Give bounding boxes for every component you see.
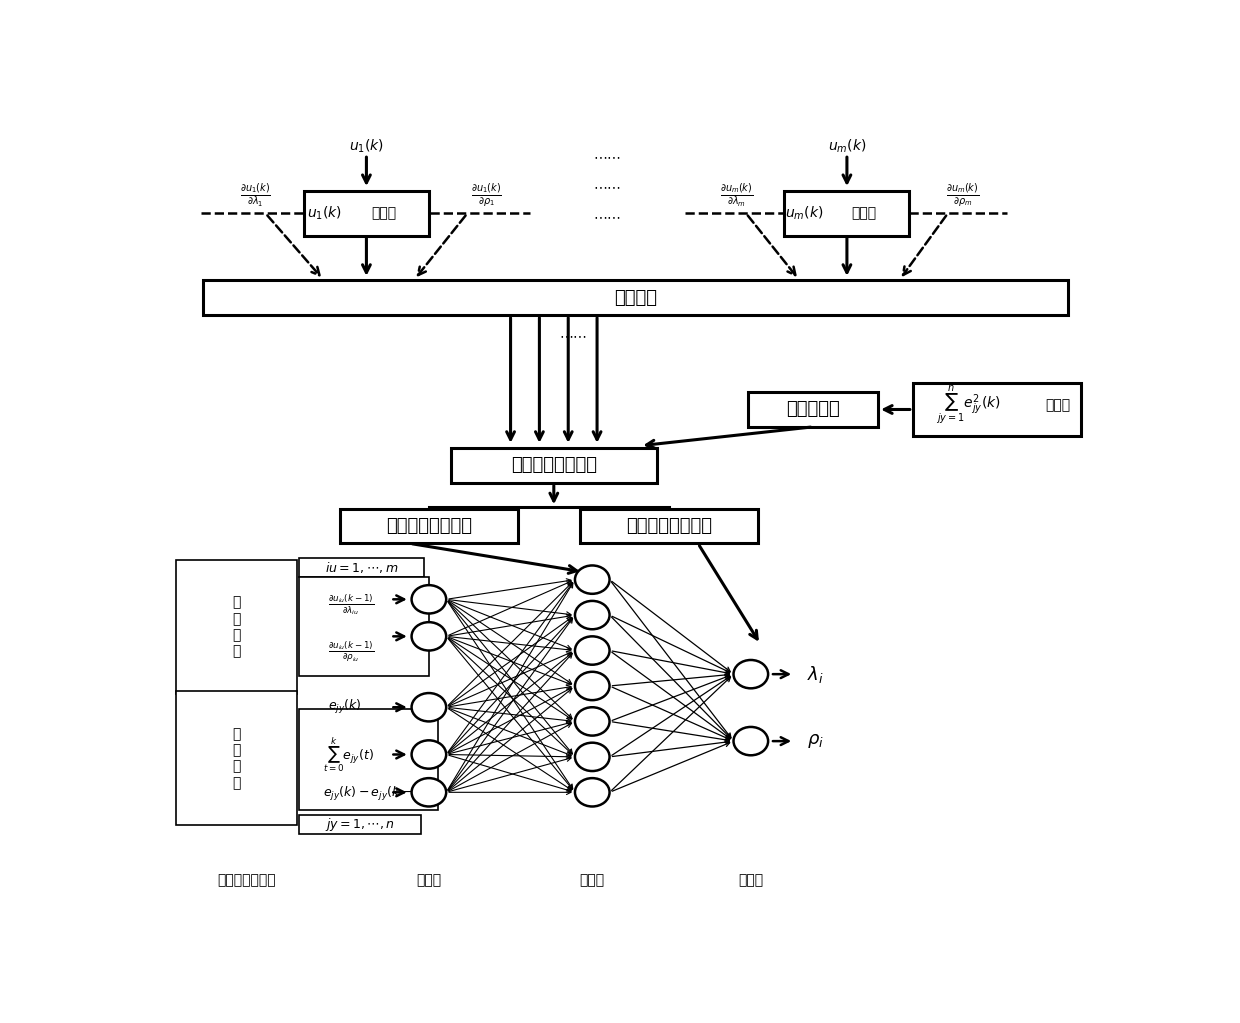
Text: $\frac{\partial u_m(k)}{\partial \lambda_m}$: $\frac{\partial u_m(k)}{\partial \lambda… [719,181,753,209]
Text: $u_m(k)$: $u_m(k)$ [828,138,866,155]
Text: $\rho_i$: $\rho_i$ [806,732,823,750]
Text: 梯度下降法: 梯度下降法 [786,400,841,418]
Circle shape [575,636,610,665]
Bar [299,709,439,809]
Text: $\cdots\cdots$: $\cdots\cdots$ [593,148,621,163]
Circle shape [575,601,610,629]
Bar [203,280,1068,315]
Circle shape [575,779,610,806]
Circle shape [575,672,610,700]
Bar [785,190,909,236]
Text: $e_{jy}(k)$: $e_{jy}(k)$ [327,699,362,716]
Circle shape [412,585,446,614]
Bar [340,508,518,543]
Bar [580,508,758,543]
Text: $\cdots\cdots$: $\cdots\cdots$ [559,328,587,343]
Circle shape [734,727,768,755]
Bar [913,383,1081,436]
Text: 输出层: 输出层 [738,874,764,888]
Text: $\frac{\partial u_1(k)}{\partial \rho_1}$: $\frac{\partial u_1(k)}{\partial \rho_1}… [471,182,502,209]
Text: 的梯度: 的梯度 [371,207,397,220]
Text: $\cdots\cdots$: $\cdots\cdots$ [593,209,621,223]
Circle shape [575,707,610,736]
Bar [299,815,422,834]
Bar [299,559,424,577]
Text: $\cdots\cdots$: $\cdots\cdots$ [593,179,621,192]
Text: $e_{jy}(k)-e_{jy}(k-1)$: $e_{jy}(k)-e_{jy}(k-1)$ [324,785,428,803]
Text: $\frac{\partial u_{iu}(k-1)}{\partial \rho_{iu}}$: $\frac{\partial u_{iu}(k-1)}{\partial \r… [327,639,374,664]
Text: $\lambda_i$: $\lambda_i$ [806,664,823,684]
Text: $\sum_{jy=1}^{n} e_{jy}^2(k)$: $\sum_{jy=1}^{n} e_{jy}^2(k)$ [936,384,1001,428]
Text: 神经网络的输入: 神经网络的输入 [217,874,275,888]
Text: $u_1(k)$: $u_1(k)$ [308,205,342,222]
Text: $u_m(k)$: $u_m(k)$ [785,205,823,222]
Text: 输入层: 输入层 [417,874,441,888]
Bar [749,392,878,427]
Bar [299,577,429,676]
Text: 梯度集合: 梯度集合 [614,288,657,307]
Circle shape [412,741,446,768]
Bar [304,190,429,236]
Circle shape [412,779,446,806]
Text: 系统误差反向传播: 系统误差反向传播 [511,456,596,475]
Text: 最小化: 最小化 [1045,399,1070,412]
Text: $\frac{\partial u_m(k)}{\partial \rho_m}$: $\frac{\partial u_m(k)}{\partial \rho_m}… [946,182,978,209]
Bar [176,560,298,694]
Bar [176,692,298,826]
Text: 更新输出层权系数: 更新输出层权系数 [626,517,712,535]
Text: 更新隐含层权系数: 更新隐含层权系数 [386,517,472,535]
Text: $jy=1,\cdots,n$: $jy=1,\cdots,n$ [325,816,394,833]
Circle shape [412,693,446,721]
Text: $u_1(k)$: $u_1(k)$ [348,138,384,155]
Circle shape [734,660,768,688]
Text: 梯
度
集
合: 梯 度 集 合 [232,595,241,658]
Text: 误
差
集
合: 误 差 集 合 [232,727,241,790]
Text: $\frac{\partial u_1(k)}{\partial \lambda_1}$: $\frac{\partial u_1(k)}{\partial \lambda… [241,181,272,209]
Bar [450,448,657,483]
Circle shape [575,566,610,593]
Text: 隐含层: 隐含层 [579,874,605,888]
Text: $\sum_{t=0}^{k} e_{jy}(t)$: $\sum_{t=0}^{k} e_{jy}(t)$ [324,735,374,774]
Circle shape [575,743,610,771]
Text: 的梯度: 的梯度 [852,207,877,220]
Text: $\frac{\partial u_{iu}(k-1)}{\partial \lambda_{iu}}$: $\frac{\partial u_{iu}(k-1)}{\partial \l… [327,592,374,617]
Circle shape [412,622,446,651]
Text: $iu=1,\cdots,m$: $iu=1,\cdots,m$ [325,561,398,575]
